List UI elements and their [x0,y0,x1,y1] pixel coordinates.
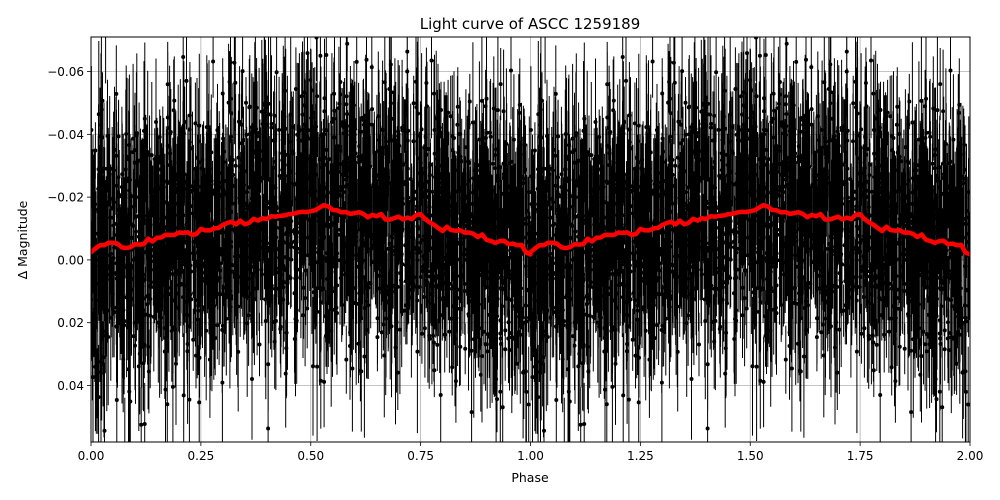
y-tick-label: 0.02 [57,316,84,330]
plot-area [90,36,971,443]
x-tick-label: 2.00 [957,449,984,463]
x-tick-label: 1.00 [517,449,544,463]
binned-line [91,202,970,257]
chart-title: Light curve of ASCC 1259189 [420,15,641,33]
x-tick-label: 0.00 [78,449,105,463]
x-tick-label: 1.75 [847,449,874,463]
y-axis-label: Δ Magnitude [15,200,30,279]
y-axis: −0.06 −0.04 −0.02 0.00 0.02 0.04 [47,65,91,393]
x-tick-label: 0.50 [297,449,324,463]
x-axis-label: Phase [511,470,549,485]
x-tick-label: 1.25 [627,449,654,463]
x-tick-label: 1.50 [737,449,764,463]
observation-points [91,37,970,442]
y-tick-label: −0.02 [47,191,84,205]
y-tick-label: 0.04 [57,379,84,393]
x-tick-label: 0.75 [407,449,434,463]
y-tick-label: 0.00 [57,253,84,267]
binned-curve [91,202,970,257]
y-tick-label: −0.06 [47,65,84,79]
x-tick-label: 0.25 [188,449,215,463]
y-tick-label: −0.04 [47,128,84,142]
x-axis: 0.00 0.25 0.50 0.75 1.00 1.25 1.50 1.75 2.00 [78,442,984,463]
